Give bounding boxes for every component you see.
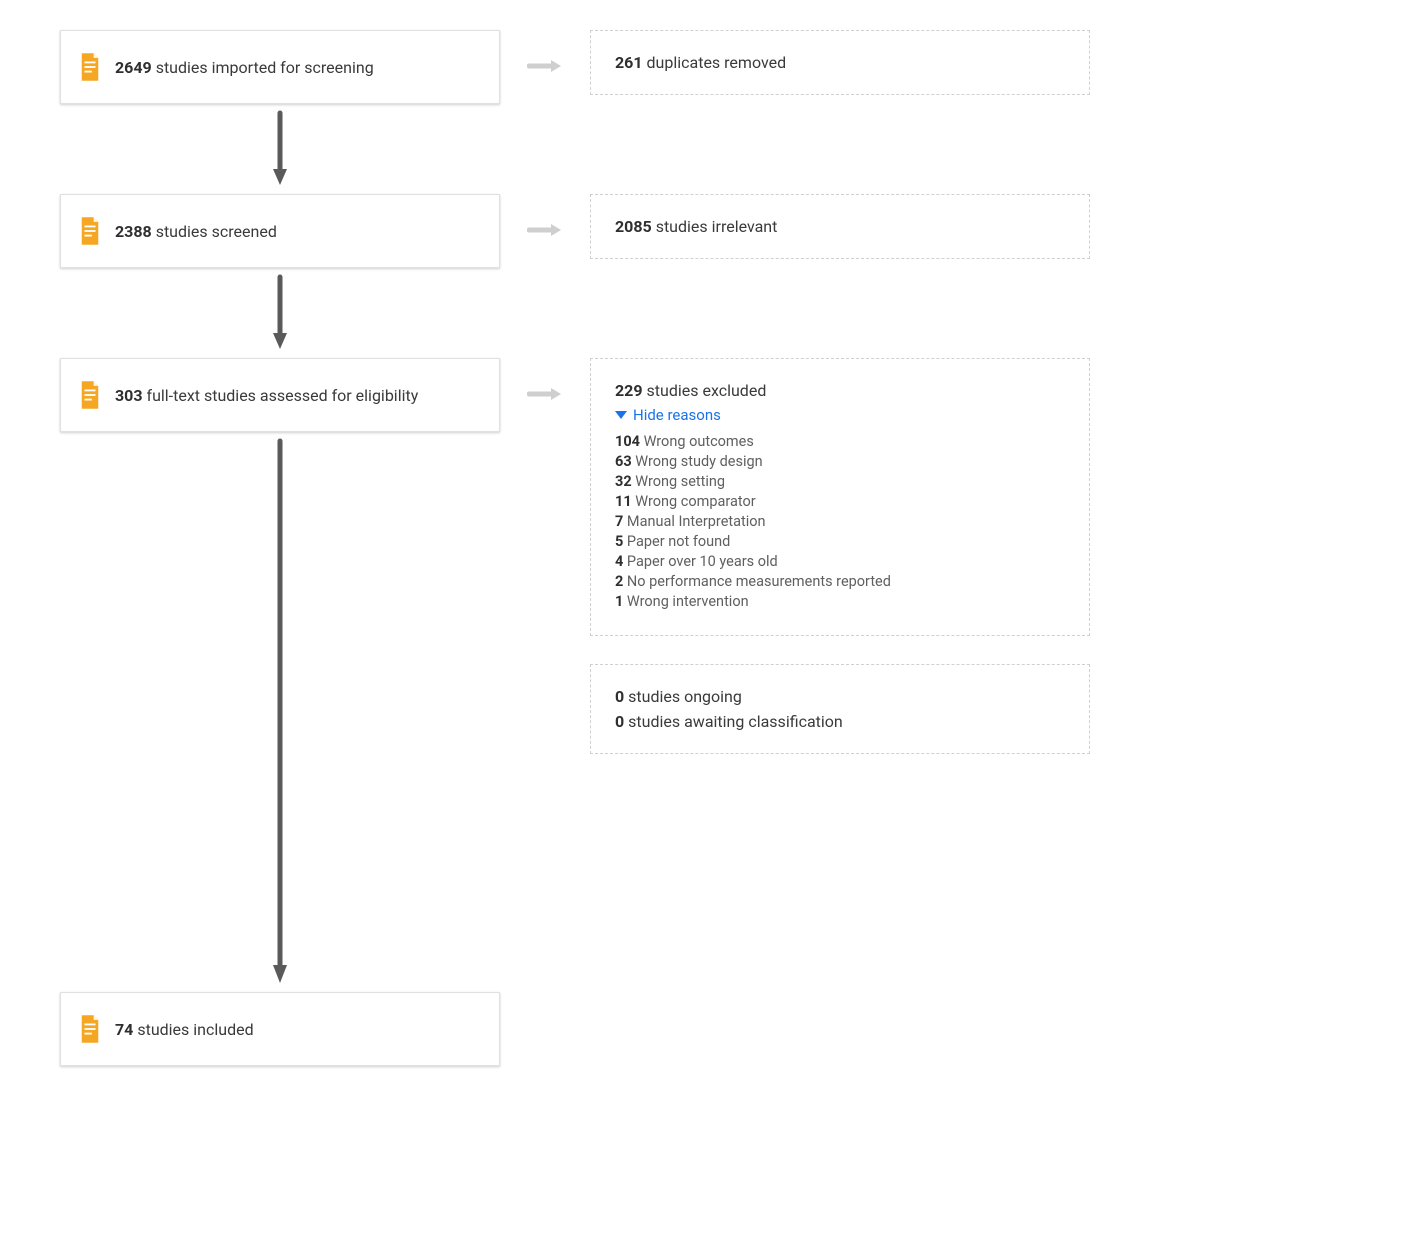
reason-label: Wrong comparator [632,493,756,510]
reasons-list: 104 Wrong outcomes63 Wrong study design3… [615,433,1065,610]
side-count: 2085 [615,217,652,236]
stage-count: 2649 [115,58,152,77]
toggle-label: Hide reasons [633,406,721,424]
reason-item: 5 Paper not found [615,533,1065,550]
excluded-label: studies excluded [647,381,767,400]
document-icon [79,217,101,245]
arrow-down-icon [60,104,500,194]
arrow-right-icon [500,194,590,266]
arrow-down-icon [60,432,500,992]
reason-item: 32 Wrong setting [615,473,1065,490]
hide-reasons-toggle[interactable]: Hide reasons [615,406,721,424]
document-icon [79,53,101,81]
side-box-ongoing: 0 studies ongoing 0 studies awaiting cla… [590,664,1090,754]
arrow-right-icon [500,30,590,102]
reason-item: 1 Wrong intervention [615,593,1065,610]
side-column-excluded: 229 studies excluded Hide reasons 104 Wr… [590,358,1090,754]
reason-label: Wrong study design [632,453,763,470]
side-box-excluded: 229 studies excluded Hide reasons 104 Wr… [590,358,1090,636]
awaiting-count: 0 [615,712,624,731]
reason-label: No performance measurements reported [623,573,891,590]
stage-label: studies included [137,1020,253,1039]
excluded-count: 229 [615,381,643,400]
awaiting-label: studies awaiting classification [628,712,843,731]
reason-count: 104 [615,433,640,450]
reason-label: Manual Interpretation [623,513,765,530]
arrow-down-icon [60,268,500,358]
stage-box-imported: 2649 studies imported for screening [60,30,500,104]
excluded-text: 229 studies excluded [615,381,1065,400]
prisma-flowchart: 2649 studies imported for screening 261 … [60,30,1341,1066]
side-box-irrelevant: 2085 studies irrelevant [590,194,1090,259]
ongoing-text: 0 studies ongoing [615,687,1065,706]
stage-label: studies screened [156,222,277,241]
reason-item: 7 Manual Interpretation [615,513,1065,530]
reason-item: 11 Wrong comparator [615,493,1065,510]
document-icon [79,381,101,409]
reason-label: Wrong setting [632,473,725,490]
reason-item: 104 Wrong outcomes [615,433,1065,450]
stage-text: 2388 studies screened [115,222,277,241]
chevron-down-icon [615,411,627,419]
reason-label: Paper over 10 years old [623,553,777,570]
side-label: studies irrelevant [656,217,778,236]
stage-label: studies imported for screening [156,58,374,77]
stage-count: 74 [115,1020,133,1039]
ongoing-count: 0 [615,687,624,706]
stage-text: 2649 studies imported for screening [115,58,374,77]
stage-text: 74 studies included [115,1020,254,1039]
side-count: 261 [615,53,643,72]
document-icon [79,1015,101,1043]
side-text: 261 duplicates removed [615,53,1065,72]
arrow-right-icon [500,358,590,430]
reason-item: 4 Paper over 10 years old [615,553,1065,570]
stage-box-eligibility: 303 full-text studies assessed for eligi… [60,358,500,432]
ongoing-label: studies ongoing [628,687,742,706]
reason-label: Wrong intervention [623,593,748,610]
stage-box-screened: 2388 studies screened [60,194,500,268]
reason-label: Wrong outcomes [640,433,754,450]
reason-count: 63 [615,453,632,470]
awaiting-text: 0 studies awaiting classification [615,712,1065,731]
stage-box-included: 74 studies included [60,992,500,1066]
reason-label: Paper not found [623,533,730,550]
reason-item: 63 Wrong study design [615,453,1065,470]
reason-item: 2 No performance measurements reported [615,573,1065,590]
side-box-duplicates: 261 duplicates removed [590,30,1090,95]
reason-count: 11 [615,493,632,510]
side-label: duplicates removed [647,53,787,72]
side-text: 2085 studies irrelevant [615,217,1065,236]
stage-3-wrapper: 303 full-text studies assessed for eligi… [60,358,500,1066]
stage-text: 303 full-text studies assessed for eligi… [115,386,418,405]
stage-count: 303 [115,386,143,405]
stage-label: full-text studies assessed for eligibili… [147,386,419,405]
reason-count: 32 [615,473,632,490]
stage-count: 2388 [115,222,152,241]
